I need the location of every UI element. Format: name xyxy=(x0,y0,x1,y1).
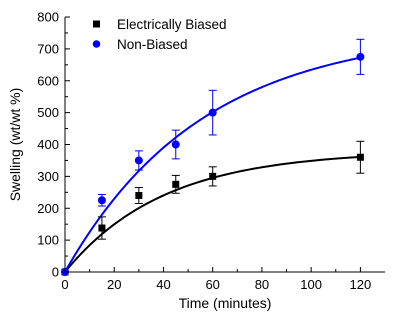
y-tick-label: 0 xyxy=(52,265,59,280)
y-tick-label: 600 xyxy=(37,73,59,88)
data-point-series-1 xyxy=(97,196,106,205)
plot-area xyxy=(61,38,365,276)
x-tick-label: 20 xyxy=(107,277,121,292)
x-axis-title: Time (minutes) xyxy=(179,295,272,311)
data-point-series-0 xyxy=(356,153,364,161)
y-tick-label: 100 xyxy=(37,233,59,248)
y-axis-title: Swelling (wt/wt %) xyxy=(7,88,23,202)
data-point-series-1 xyxy=(208,108,217,117)
data-point-series-1 xyxy=(134,156,143,165)
legend-marker-square xyxy=(93,20,100,28)
y-tick-label: 700 xyxy=(37,41,59,56)
legend: Electrically Biased Non-Biased xyxy=(92,17,227,52)
data-point-series-1 xyxy=(171,140,180,149)
legend-item-non-biased: Non-Biased xyxy=(92,37,188,52)
legend-marker-circle xyxy=(92,40,101,48)
y-tick-label: 300 xyxy=(37,169,59,184)
data-point-series-0 xyxy=(209,172,217,180)
y-tick-label: 800 xyxy=(37,10,59,25)
data-point-series-0 xyxy=(135,192,143,199)
x-tick-label: 40 xyxy=(156,277,170,292)
x-tick-label: 120 xyxy=(350,277,372,292)
y-tick-label: 500 xyxy=(37,105,59,120)
legend-label-electrically-biased: Electrically Biased xyxy=(117,17,227,32)
x-tick-label: 80 xyxy=(255,277,269,292)
data-point-series-0 xyxy=(98,224,106,232)
legend-item-electrically-biased: Electrically Biased xyxy=(93,17,227,32)
data-point-series-1 xyxy=(356,52,365,61)
legend-label-non-biased: Non-Biased xyxy=(117,37,188,52)
data-point-series-0 xyxy=(172,180,180,188)
x-tick-label: 100 xyxy=(300,277,322,292)
x-tick-label: 60 xyxy=(205,277,219,292)
x-tick-label: 0 xyxy=(61,277,68,292)
axes: 0 20 40 60 80 100 120 0 100 200 300 400 500 600 700 800 xyxy=(37,10,385,292)
y-tick-label: 400 xyxy=(37,137,59,152)
y-tick-label: 200 xyxy=(37,201,59,216)
